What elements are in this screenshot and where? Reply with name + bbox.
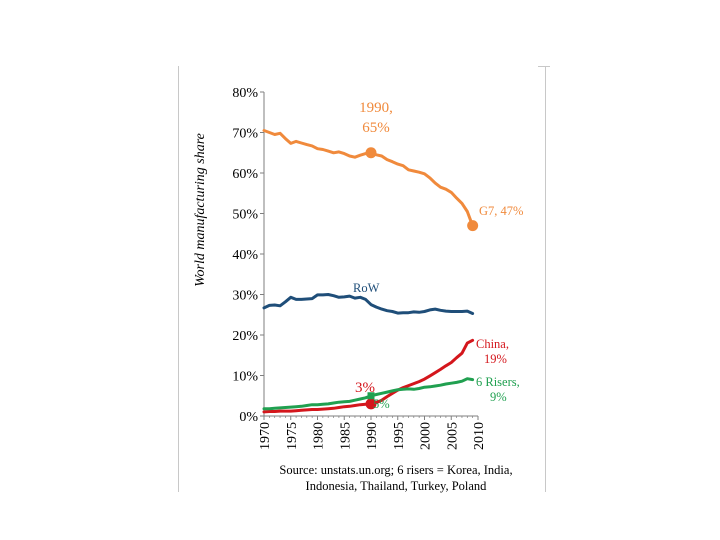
marker-g7-2009 bbox=[467, 220, 479, 232]
x-tick-label: 1990 bbox=[365, 422, 380, 450]
x-tick-label: 2005 bbox=[445, 422, 460, 450]
x-tick-label: 1980 bbox=[312, 422, 327, 450]
annotation-risers-name: 6 Risers, bbox=[476, 375, 520, 389]
y-tick-label: 10% bbox=[232, 370, 258, 385]
series-markers bbox=[365, 147, 479, 410]
x-tick-label: 1975 bbox=[285, 422, 300, 450]
annotation-risers-value: 9% bbox=[490, 390, 507, 404]
series-lines bbox=[262, 129, 475, 414]
annotation-g7-1990-value: 65% bbox=[362, 120, 390, 136]
series-line-g7 bbox=[262, 129, 475, 228]
marker-china-1990 bbox=[365, 398, 377, 410]
source-note: Source: unstats.un.org; 6 risers = Korea… bbox=[236, 462, 556, 494]
annotation-china-name: China, bbox=[476, 337, 509, 351]
y-tick-label: 0% bbox=[239, 410, 258, 425]
x-tick-labels: 1970 1975 1980 1985 1990 1995 2000 2005 2010 bbox=[258, 422, 487, 450]
y-tick-label: 70% bbox=[232, 127, 258, 142]
annotation-china-1990: 3% bbox=[355, 380, 375, 396]
y-tick-label: 20% bbox=[232, 329, 258, 344]
y-tick-label: 40% bbox=[232, 248, 258, 263]
frame-corner bbox=[538, 66, 550, 67]
y-tick-label: 80% bbox=[232, 86, 258, 101]
annotation-risers-1990: 5% bbox=[373, 397, 390, 411]
y-axis-label: World manufacturing share bbox=[193, 133, 208, 287]
annotation-row: RoW bbox=[353, 281, 380, 295]
source-line-1: Source: unstats.un.org; 6 risers = Korea… bbox=[279, 463, 513, 477]
annotation-g7-end: G7, 47% bbox=[479, 204, 523, 218]
marker-6-risers-1990 bbox=[367, 392, 375, 400]
axes bbox=[260, 91, 479, 420]
x-tick-label: 1985 bbox=[338, 422, 353, 450]
x-tick-label: 1970 bbox=[258, 422, 273, 450]
annotation-g7-1990-year: 1990, bbox=[359, 100, 393, 116]
y-tick-label: 60% bbox=[232, 167, 258, 182]
annotation-china-value: 19% bbox=[484, 352, 507, 366]
series-line-row bbox=[262, 293, 475, 315]
y-tick-labels: 0% 10% 20% 30% 40% 50% 60% 70% 80% bbox=[232, 86, 258, 425]
y-tick-label: 50% bbox=[232, 208, 258, 223]
x-tick-label: 2000 bbox=[419, 422, 434, 450]
x-tick-label: 1995 bbox=[392, 422, 407, 450]
chart-frame bbox=[178, 66, 546, 492]
y-tick-label: 30% bbox=[232, 289, 258, 304]
marker-g7-1990 bbox=[365, 147, 377, 159]
source-line-2: Indonesia, Thailand, Turkey, Poland bbox=[305, 479, 487, 493]
x-tick-label: 2010 bbox=[472, 422, 487, 450]
